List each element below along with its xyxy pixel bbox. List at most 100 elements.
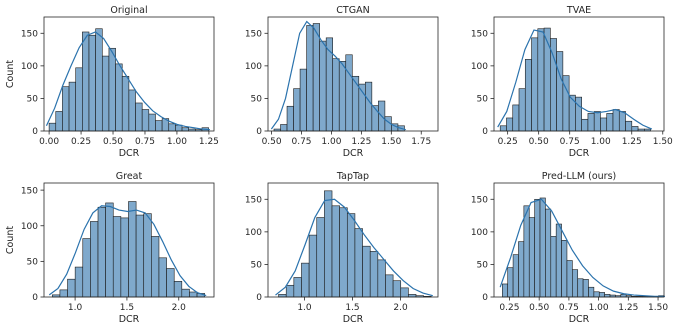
bar: [120, 217, 129, 298]
bar: [575, 96, 582, 132]
bar: [135, 214, 145, 298]
bar: [499, 125, 507, 132]
plot-frame: [267, 182, 439, 298]
y-tick-label: 0: [256, 293, 262, 303]
x-tick-label: 1.00: [167, 137, 187, 147]
bar: [618, 111, 626, 132]
bar: [55, 111, 63, 132]
y-axis-label: Count: [5, 226, 16, 254]
plot-frame: [493, 182, 665, 298]
y-tick-label: 100: [21, 222, 38, 232]
x-tick-label: 0.25: [71, 137, 91, 147]
y-tick-label: 0: [482, 293, 488, 303]
kde-curve: [270, 20, 406, 131]
x-tick-label: 0.75: [559, 303, 579, 313]
panel-taptap: 1.0 1.5 2.0 0 50 100 150 TapTap DCR: [245, 171, 439, 325]
bar: [285, 284, 295, 298]
bar: [316, 217, 325, 298]
bar: [143, 213, 152, 298]
bar: [155, 120, 163, 132]
bar: [506, 117, 514, 132]
bar: [351, 75, 360, 132]
bar: [280, 124, 288, 132]
bar: [346, 213, 356, 298]
bar: [587, 113, 595, 132]
bar: [112, 216, 122, 298]
bar: [631, 126, 639, 132]
bar: [128, 89, 136, 132]
panel-title: TapTap: [336, 171, 369, 182]
bar: [555, 223, 562, 298]
bar: [507, 267, 514, 298]
bar: [90, 221, 99, 298]
bar: [68, 81, 77, 132]
y-tick-label: 150: [471, 29, 488, 39]
x-tick-label: 0.00: [39, 137, 59, 147]
y-tick-label: 0: [256, 127, 262, 137]
bar: [354, 228, 363, 298]
bar: [82, 238, 91, 298]
bar: [606, 113, 614, 132]
y-tick-label: 100: [471, 228, 488, 238]
y-tick-label: 50: [251, 95, 263, 105]
x-tick-label: 1.5: [345, 303, 359, 313]
plot-frame: [43, 182, 215, 298]
bar: [189, 291, 198, 298]
bar: [518, 88, 526, 132]
bar: [566, 260, 573, 298]
x-tick-label: 2.0: [393, 303, 408, 313]
plot-frame: [267, 16, 439, 132]
bar: [108, 47, 116, 132]
x-tick-label: 1.00: [589, 303, 609, 313]
x-axis-label: DCR: [569, 314, 590, 325]
bar: [531, 37, 539, 132]
panel-title: CTGAN: [336, 5, 369, 16]
bar: [293, 88, 301, 132]
panel-ctgan: 0.50 0.75 1.00 1.25 1.50 1.75 0 50 100 150 CTGAN DC…: [245, 5, 439, 159]
bar: [181, 288, 190, 298]
bar: [141, 109, 150, 132]
bar: [512, 254, 519, 298]
x-tick-label: 1.25: [199, 137, 219, 147]
bar: [306, 25, 314, 132]
bar: [539, 197, 546, 298]
bar: [175, 124, 183, 132]
bar: [523, 205, 530, 298]
bar: [148, 113, 156, 132]
bar: [593, 111, 601, 132]
bar: [88, 34, 96, 132]
y-tick-label: 100: [21, 62, 38, 72]
bar: [537, 28, 545, 132]
bar: [105, 202, 114, 298]
kde-curve: [499, 198, 665, 297]
bar: [48, 122, 57, 132]
bar: [545, 208, 552, 298]
bar: [121, 75, 130, 132]
bar: [151, 236, 160, 298]
bar: [385, 274, 394, 298]
bar: [392, 280, 402, 298]
x-tick-label: 1.50: [648, 303, 668, 313]
kde-curve: [275, 198, 433, 297]
panel-great: 1.0 1.5 2.0 0 50 100 150 Great DCR Count: [5, 171, 215, 325]
bar: [338, 60, 347, 132]
bar: [97, 206, 106, 298]
y-tick-label: 150: [21, 29, 38, 39]
x-tick-label: 2.0: [172, 303, 187, 313]
x-tick-label: 1.25: [618, 303, 638, 313]
bar: [332, 58, 340, 132]
y-tick-label: 50: [27, 95, 39, 105]
bar: [524, 59, 532, 132]
bar: [308, 234, 318, 298]
bar: [345, 54, 353, 132]
plot-frame: [493, 16, 665, 132]
panel-title: Original: [110, 5, 147, 16]
x-tick-label: 0.50: [529, 137, 549, 147]
x-tick-label: 0.25: [499, 303, 519, 313]
bar: [181, 127, 190, 132]
bar: [299, 68, 307, 132]
x-tick-label: 0.75: [560, 137, 580, 147]
bar: [75, 67, 83, 132]
bar: [59, 289, 68, 298]
y-tick-label: 0: [32, 127, 38, 137]
